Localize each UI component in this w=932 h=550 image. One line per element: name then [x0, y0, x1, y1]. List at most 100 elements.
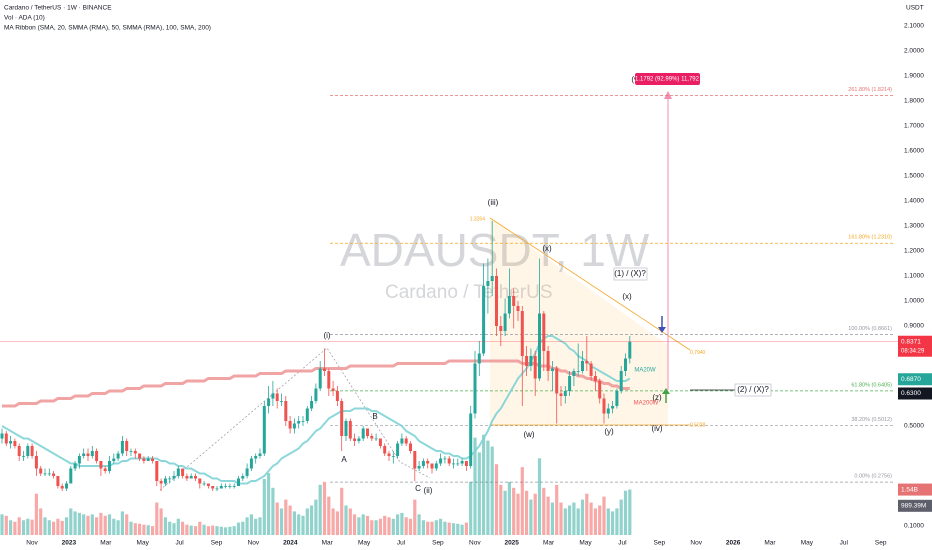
volume-bar: [490, 446, 494, 535]
volume-bar: [60, 520, 64, 535]
volume-bar: [163, 517, 167, 535]
y-tick-label: 0.5000: [904, 423, 924, 430]
volume-bar: [619, 499, 623, 535]
volume-bar: [546, 496, 550, 535]
volume-bar: [159, 508, 163, 535]
candle-body: [396, 443, 400, 456]
candle-body: [202, 483, 206, 485]
x-tick-label: 2026: [726, 540, 741, 547]
candle-body: [47, 473, 51, 475]
measure-arrow: [664, 91, 672, 99]
x-tick-label: Sep: [654, 540, 666, 547]
candle-body: [538, 313, 541, 379]
volume-bar: [125, 514, 129, 535]
volume-bar: [262, 478, 266, 535]
x-tick-label: 2023: [62, 540, 77, 547]
volume-bar: [275, 502, 279, 535]
x-tick-label: Jul: [397, 540, 406, 547]
candle-body: [73, 463, 77, 469]
x-tick-label: Mar: [100, 540, 112, 547]
volume-bar: [589, 502, 593, 535]
volume-bar: [331, 508, 335, 535]
candle-body: [168, 478, 172, 480]
volume-bar: [365, 515, 370, 535]
volume-bar: [34, 493, 38, 535]
candle-body: [0, 433, 4, 439]
x-tick-label: Mar: [543, 540, 555, 547]
header-ribbon: MA Ribbon (SMA, 20, SMMA (RMA), 50, SMMA…: [4, 25, 211, 32]
volume-bar: [314, 499, 318, 535]
candle-body: [499, 326, 503, 331]
countdown: 08:34:29: [901, 348, 925, 354]
candle-body: [108, 461, 111, 471]
candle-body: [26, 446, 30, 456]
fib-label: 161.80% (1.2310): [848, 235, 892, 241]
candle-body: [52, 473, 56, 476]
candle-body: [327, 371, 331, 389]
volume-bar: [21, 520, 26, 535]
x-tick-label: 2024: [283, 540, 298, 547]
candle-body: [460, 461, 464, 464]
volume-bar: [43, 517, 47, 535]
volume-bar: [611, 511, 615, 535]
volume-bar: [30, 519, 34, 535]
candle-body: [366, 428, 369, 436]
volume-bar: [482, 434, 486, 535]
volume-bar: [107, 514, 112, 535]
volume-bar: [90, 514, 94, 535]
volume-bar: [254, 518, 258, 535]
volume-bar: [64, 517, 69, 535]
volume-bar: [580, 499, 585, 535]
y-tick-label: 1.1000: [904, 273, 924, 280]
volume-bar: [77, 512, 81, 535]
candle-body: [39, 468, 43, 474]
candle-body: [181, 468, 185, 476]
price-tag-label: 0.6300: [901, 390, 921, 397]
volume-bar: [430, 521, 434, 535]
candle-body: [516, 306, 520, 311]
volume-bar: [297, 514, 301, 535]
volume-bar: [249, 514, 253, 535]
candle-body: [374, 438, 378, 440]
x-tick-label: 2025: [504, 540, 519, 547]
candle-body: [452, 463, 455, 465]
candle-body: [400, 438, 404, 444]
volume-bar: [39, 508, 43, 535]
annotation: (x): [622, 292, 632, 301]
candle-body: [611, 406, 615, 409]
candle-body: [146, 458, 150, 461]
candle-body: [237, 478, 240, 486]
volume-bar: [555, 484, 559, 535]
volume-bar: [361, 514, 365, 535]
candle-body: [477, 353, 481, 364]
candle-body: [232, 486, 236, 487]
candle-body: [542, 313, 546, 351]
plot-layer: 0.1000 0.5000 0.9000 1.0000 1.1000 1.2000 1.30…: [0, 23, 924, 547]
volume-bar: [26, 518, 30, 535]
volume-bar: [374, 520, 378, 535]
candle-body: [585, 361, 589, 364]
price-tag-label: 0.6870: [901, 376, 921, 383]
candle-body: [314, 388, 318, 401]
x-tick-label: Sep: [875, 540, 887, 547]
candle-body: [559, 393, 563, 396]
volume-bar: [598, 505, 602, 535]
candle-body: [292, 423, 296, 429]
volume-bar: [288, 505, 292, 535]
volume-bar: [469, 481, 473, 535]
candle-body: [56, 476, 60, 486]
volume-bar: [310, 505, 314, 535]
volume-bar: [585, 493, 589, 535]
candle-body: [602, 398, 606, 414]
fib-label: 261.80% (1.8214): [848, 87, 892, 93]
volume-bar: [623, 490, 628, 535]
candle-body: [22, 456, 25, 457]
candle-body: [550, 368, 554, 371]
candle-body: [413, 451, 417, 469]
candle-body: [185, 476, 189, 479]
candle-body: [13, 441, 17, 446]
annotation: (2) / (X)?: [737, 385, 769, 394]
volume-bar: [383, 515, 387, 535]
volume-bar: [185, 524, 189, 535]
